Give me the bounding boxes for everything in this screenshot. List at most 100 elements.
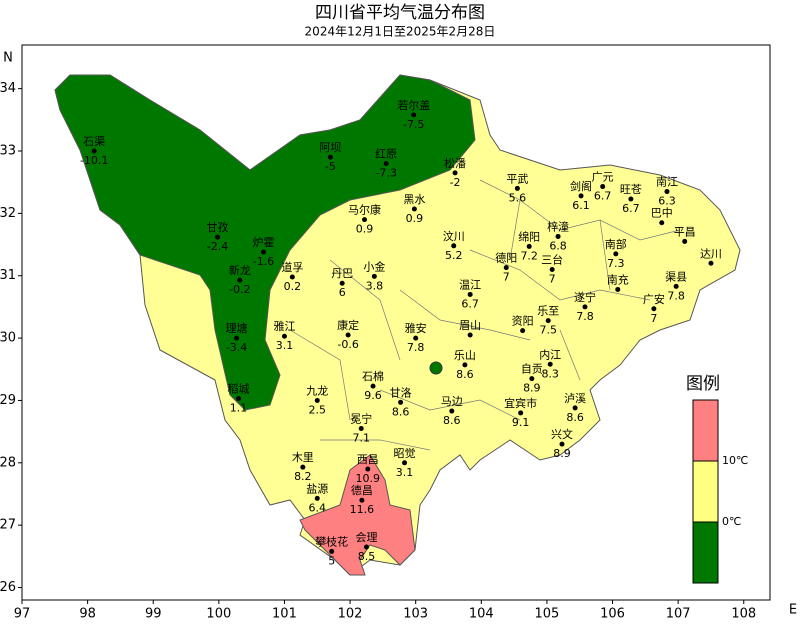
station-dot [383,160,389,166]
station-name: 自贡 [521,363,543,376]
station-name: 南江 [656,176,678,189]
y-tick-label: 27 [0,518,16,533]
station-value: 8.5 [358,550,376,563]
station-name: 西昌 [357,453,379,466]
station-value: 3.1 [396,466,414,479]
station-dot [362,217,368,223]
station-value: -7.3 [375,166,396,179]
station-name: 温江 [459,278,481,291]
station-dot [572,405,578,411]
station-name: 旺苍 [620,183,642,196]
station-dot [339,280,345,286]
station-name: 康定 [337,318,359,332]
x-tick-label: 107 [666,607,691,622]
station-name: 雅江 [273,319,295,333]
station-value: 0.2 [284,280,302,293]
station-name: 甘孜 [207,220,229,234]
x-tick-label: 99 [145,607,162,622]
station-value: 6 [339,286,346,299]
station-value: 6.4 [309,501,327,514]
station-value: 3.8 [366,279,384,292]
station-dot [237,277,243,283]
x-tick-label: 103 [403,607,428,622]
station-dot [411,206,417,212]
station-dot [467,291,473,297]
cold-zone [54,74,476,411]
station-dot [281,333,287,339]
station-dot [600,184,606,190]
station-value: 8.9 [553,447,571,460]
station-dot [520,328,526,334]
station-dot [559,441,565,447]
station-value: 6.7 [461,297,479,310]
station-name: 攀枝花 [315,534,348,548]
station-name: 新龙 [229,263,251,277]
station-name: 理塘 [226,321,248,335]
station-value: 7 [503,271,510,284]
station-dot [359,497,365,503]
station-value: 7.5 [539,324,557,337]
station-value: 8.6 [566,411,584,424]
station-dot [215,234,221,240]
station-name: 雅安 [405,321,427,335]
station-name: 马边 [441,395,463,408]
station-name: 九龙 [306,384,328,397]
station-dot [345,332,351,338]
station-value: -7.5 [403,118,424,131]
station-dot [234,335,240,341]
x-tick-label: 98 [79,607,96,622]
station-value: -0.2 [229,283,250,296]
station-value: -0.6 [337,338,358,351]
station-name: 小金 [363,259,385,273]
station-dot [329,548,335,554]
station-name: 绵阳 [518,229,540,243]
station-name: 乐山 [454,349,476,362]
legend-swatch [692,521,719,584]
station-name: 眉山 [459,319,481,332]
station-dot [370,383,376,389]
station-name: 广安 [643,292,665,306]
legend-swatch [692,399,719,462]
subtitle: 2024年12月1日至2025年2月28日 [305,25,496,39]
station-dot [462,362,468,368]
station-value: 3.1 [276,339,294,352]
station-value: 8.6 [392,405,410,418]
station-name: 泸溪 [564,392,586,405]
station-name: 德昌 [351,483,373,497]
station-name: 巴中 [651,207,673,220]
station-dot [503,265,509,271]
warm-zone [299,454,416,576]
station-dot [518,410,524,416]
station-dot [549,266,555,272]
x-tick-label: 108 [731,607,756,622]
station-name: 稻城 [228,383,250,396]
x-tick-label: 104 [469,607,494,622]
station-dot [398,399,404,405]
x-tick-label: 100 [206,607,231,622]
y-tick-label: 31 [0,268,16,283]
station-value: 8.6 [443,414,461,427]
legend-title: 图例 [686,374,720,394]
x-tick-label: 105 [534,607,559,622]
station-name: 三台 [541,252,563,266]
x-axis-label: E [789,603,797,618]
station-value: -2.4 [207,240,228,253]
station-name: 平武 [506,172,528,185]
station-dot [411,112,417,118]
station-value: 5.6 [509,191,527,204]
y-tick-label: 33 [0,144,16,159]
station-dot [260,249,266,255]
station-dot [365,466,371,472]
station-value: 7.1 [352,432,370,445]
station-dot [582,304,588,310]
station-name: 会理 [355,531,377,544]
station-dot [358,426,364,432]
station-value: 7.3 [607,257,625,270]
station-dot [613,251,619,257]
station-dot [682,238,688,244]
y-tick-label: 32 [0,206,16,221]
station-dot [452,170,458,176]
station-dot [545,318,551,324]
station-value: 2.5 [309,403,327,416]
